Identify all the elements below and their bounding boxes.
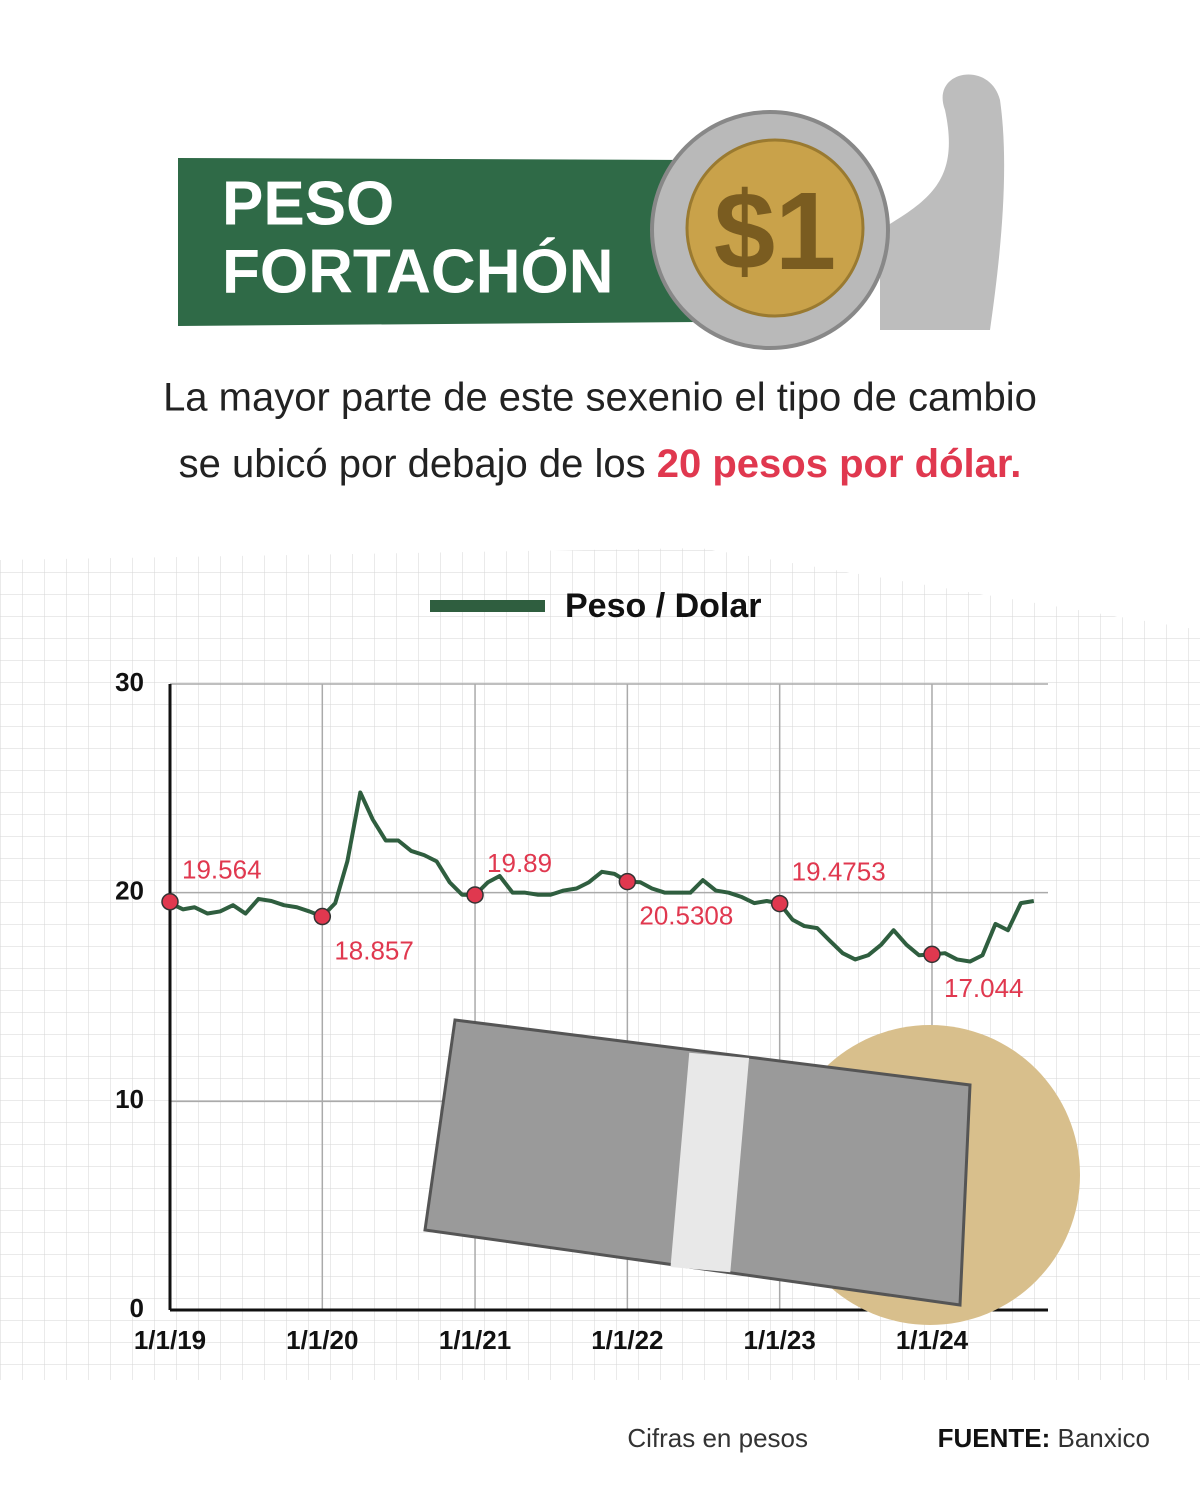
annotation-marker	[466, 886, 484, 904]
svg-text:$1: $1	[714, 170, 836, 293]
x-tick-label: 1/1/20	[286, 1325, 358, 1355]
x-tick-label: 1/1/19	[134, 1325, 206, 1355]
x-tick-label: 1/1/22	[591, 1325, 663, 1355]
annotation-marker	[618, 872, 637, 891]
subtitle: se ubicó por debajo de los 20 pesos por …	[179, 442, 1022, 486]
source: FUENTE: Banxico	[938, 1423, 1150, 1453]
y-tick-label: 20	[115, 876, 144, 906]
annotation-label: 19.4753	[792, 856, 886, 886]
source-name: Banxico	[1058, 1423, 1151, 1453]
x-tick-label: 1/1/21	[439, 1325, 511, 1355]
title: PESO	[222, 169, 394, 238]
x-tick-label: 1/1/23	[744, 1325, 816, 1355]
coin-illustration: $1	[650, 74, 1005, 350]
line	[169, 790, 1035, 964]
annotation-label: 19.564	[182, 855, 262, 885]
footnote: Cifras en pesos	[627, 1423, 808, 1453]
annotation-label: 19.89	[487, 848, 552, 878]
subtitle-highlight: 20 pesos por dólar.	[657, 442, 1022, 486]
money-illustration	[423, 1018, 1080, 1325]
y-tick-label: 0	[130, 1293, 144, 1323]
source-label: FUENTE:	[938, 1423, 1051, 1453]
subtitle-text: se ubicó por debajo de los	[179, 442, 657, 486]
legend-label: Peso / Dolar	[565, 587, 762, 625]
y-tick-label: 10	[115, 1084, 144, 1114]
annotation-label: 18.857	[334, 935, 414, 965]
x-tick-label: 1/1/24	[896, 1325, 969, 1355]
subtitle: La mayor parte de este sexenio el tipo d…	[163, 376, 1037, 420]
annotation-marker	[161, 893, 179, 911]
annotation-marker	[313, 907, 332, 926]
title-box	[178, 158, 700, 326]
annotation-marker	[923, 945, 941, 964]
annotation-marker	[770, 894, 789, 913]
annotation-label: 20.5308	[639, 900, 733, 930]
annotation-label: 17.044	[944, 973, 1024, 1003]
y-tick-label: 30	[115, 667, 144, 697]
title: FORTACHÓN	[222, 237, 613, 306]
